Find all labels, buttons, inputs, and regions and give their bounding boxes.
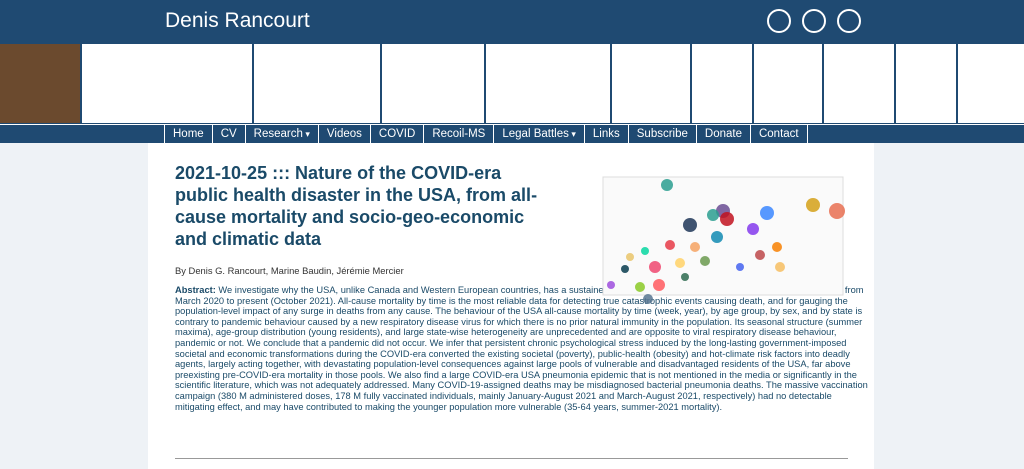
nav-item[interactable]: Contact xyxy=(749,125,808,143)
nav-item[interactable]: Legal Battles xyxy=(493,125,585,143)
nav-item[interactable]: Links xyxy=(583,125,629,143)
thumbnail xyxy=(958,44,1024,123)
thumbnail xyxy=(824,44,894,123)
nav-item[interactable]: Recoil-MS xyxy=(423,125,495,143)
nav-item[interactable]: Videos xyxy=(317,125,371,143)
article: 2021-10-25 ::: Nature of the COVID-era p… xyxy=(175,162,870,412)
article-title[interactable]: 2021-10-25 ::: Nature of the COVID-era p… xyxy=(175,163,538,249)
site-title[interactable]: Denis Rancourt xyxy=(165,9,310,32)
nav-item[interactable]: COVID xyxy=(369,125,425,143)
image-strip xyxy=(0,43,1024,124)
facebook-icon[interactable] xyxy=(802,9,826,33)
thumbnail xyxy=(754,44,822,123)
abstract-label: Abstract: xyxy=(175,285,216,295)
content: 2021-10-25 ::: Nature of the COVID-era p… xyxy=(148,143,874,469)
header: Denis Rancourt xyxy=(0,0,1024,43)
twitter-icon[interactable] xyxy=(767,9,791,33)
thumbnail xyxy=(612,44,690,123)
abstract-text: We investigate why the USA, unlike Canad… xyxy=(175,285,868,412)
nav-bar: HomeCVResearchVideosCOVIDRecoil-MSLegal … xyxy=(0,124,1024,143)
thumbnail xyxy=(692,44,752,123)
link-icon[interactable] xyxy=(837,9,861,33)
authors: By Denis G. Rancourt, Marine Baudin, Jér… xyxy=(175,265,404,276)
figure xyxy=(602,176,845,304)
thumbnail xyxy=(254,44,380,123)
nav-item[interactable]: CV xyxy=(211,125,246,143)
abstract: Abstract: We investigate why the USA, un… xyxy=(175,285,870,412)
nav-item[interactable]: Research xyxy=(244,125,319,143)
nav-item[interactable]: Home xyxy=(164,125,213,143)
nav-item[interactable]: Subscribe xyxy=(627,125,697,143)
divider xyxy=(175,458,848,459)
thumbnail xyxy=(82,44,252,123)
nav-item[interactable]: Donate xyxy=(695,125,751,143)
thumbnail xyxy=(382,44,484,123)
portrait xyxy=(0,44,80,123)
thumbnail xyxy=(896,44,956,123)
thumbnail xyxy=(486,44,610,123)
